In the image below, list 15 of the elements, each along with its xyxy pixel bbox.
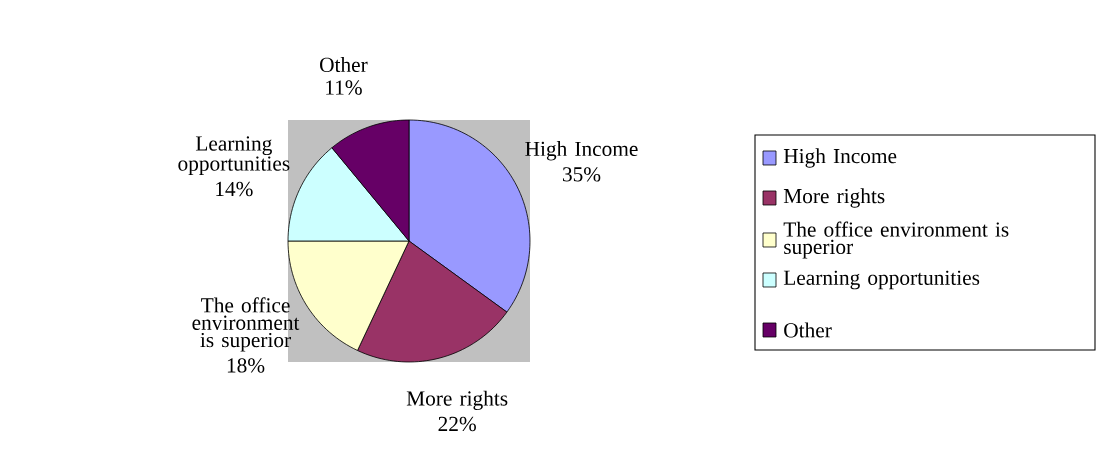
- slice-label: The office environment is superior: [192, 297, 300, 352]
- slice-label: More rights: [406, 390, 508, 411]
- data-label: 35%: [562, 167, 601, 182]
- data-label: 11%: [326, 80, 362, 95]
- legend-label: The office environment is superior: [783, 221, 1009, 259]
- legend-label: High Income: [783, 148, 897, 168]
- data-label: 14%: [216, 181, 253, 197]
- data-label: 22%: [438, 416, 476, 432]
- legend-label: Learning opportunities: [783, 270, 980, 290]
- data-label: 18%: [227, 358, 265, 373]
- legend-label: Other: [784, 322, 832, 338]
- slice-label: High Income: [525, 141, 638, 161]
- slice-label: Other: [320, 57, 368, 73]
- legend-label: More rights: [783, 188, 885, 208]
- slice-label: Learning opportunities: [178, 136, 290, 176]
